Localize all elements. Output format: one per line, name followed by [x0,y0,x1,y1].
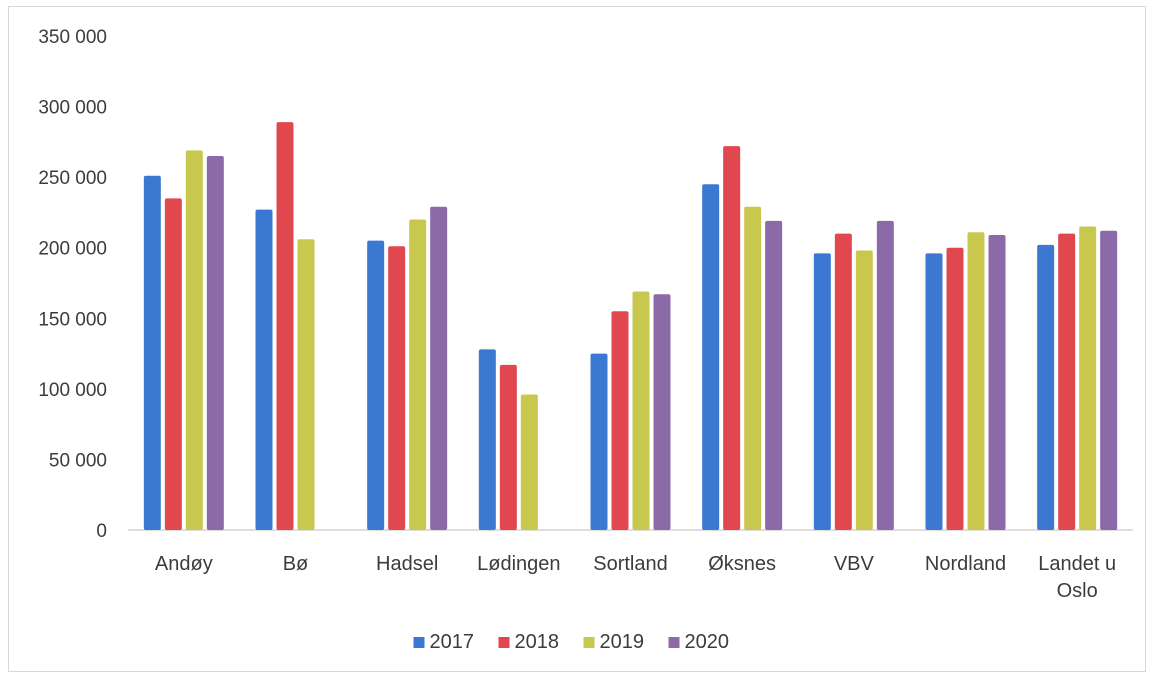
y-tick-label: 250 000 [38,168,107,189]
bar-2018-0 [164,198,182,531]
bar-2019-8 [1079,226,1097,531]
x-category-label: Sortland [593,553,668,575]
bar-2019-2 [409,219,427,530]
bar-2019-4 [632,291,650,530]
bar-2020-8 [1100,230,1118,530]
bar-2020-0 [206,155,224,530]
bar-2017-1 [255,209,273,530]
legend-label: 2018 [515,631,560,653]
x-category-label: VBV [834,553,875,575]
bar-2017-6 [813,253,831,531]
legend-swatch-2019 [583,637,595,648]
y-tick-label: 300 000 [38,98,107,119]
bar-2017-8 [1037,244,1055,531]
bar-2020-4 [653,294,671,530]
bar-2020-5 [765,220,783,530]
bar-2020-2 [430,206,448,531]
bar-2018-5 [723,146,741,530]
x-category-label: Hadsel [376,553,438,575]
bar-2018-7 [946,247,964,530]
bar-2017-0 [143,175,161,530]
bar-2018-8 [1058,233,1076,530]
bar-2019-0 [185,150,203,530]
x-category-label: Lødingen [477,553,560,575]
x-category-label: Bø [283,553,309,575]
bar-2018-1 [276,122,294,531]
bar-2017-2 [367,240,385,530]
y-tick-label: 200 000 [38,239,107,260]
bar-2018-2 [388,246,406,530]
bar-2019-5 [744,206,762,531]
bar-2020-7 [988,235,1006,531]
legend-swatch-2020 [668,637,680,648]
bar-2018-6 [834,233,852,530]
bar-2020-6 [876,220,894,530]
bar-2017-4 [590,353,608,530]
legend-label: 2017 [430,631,475,653]
legend-label: 2019 [600,631,645,653]
bar-2018-3 [499,364,517,530]
bar-2018-4 [611,311,629,530]
x-category-label: Øksnes [708,553,776,575]
bar-2019-7 [967,232,985,530]
legend-swatch-2018 [498,637,510,648]
x-category-label: Andøy [155,553,213,575]
bar-2019-6 [855,250,873,530]
x-category-label: Nordland [925,553,1006,575]
y-tick-label: 50 000 [49,450,107,471]
bar-2017-3 [478,349,496,530]
bar-2017-5 [702,184,720,530]
bar-2019-3 [520,394,538,530]
y-tick-label: 150 000 [38,309,107,330]
x-category-label: Landet u Oslo [1038,553,1116,602]
y-tick-label: 350 000 [38,27,107,48]
y-tick-label: 100 000 [38,380,107,401]
bar-2019-1 [297,239,315,530]
y-tick-label: 0 [96,521,107,542]
legend-label: 2020 [685,631,730,653]
legend-swatch-2017 [413,637,425,648]
bar-2017-7 [925,253,943,531]
